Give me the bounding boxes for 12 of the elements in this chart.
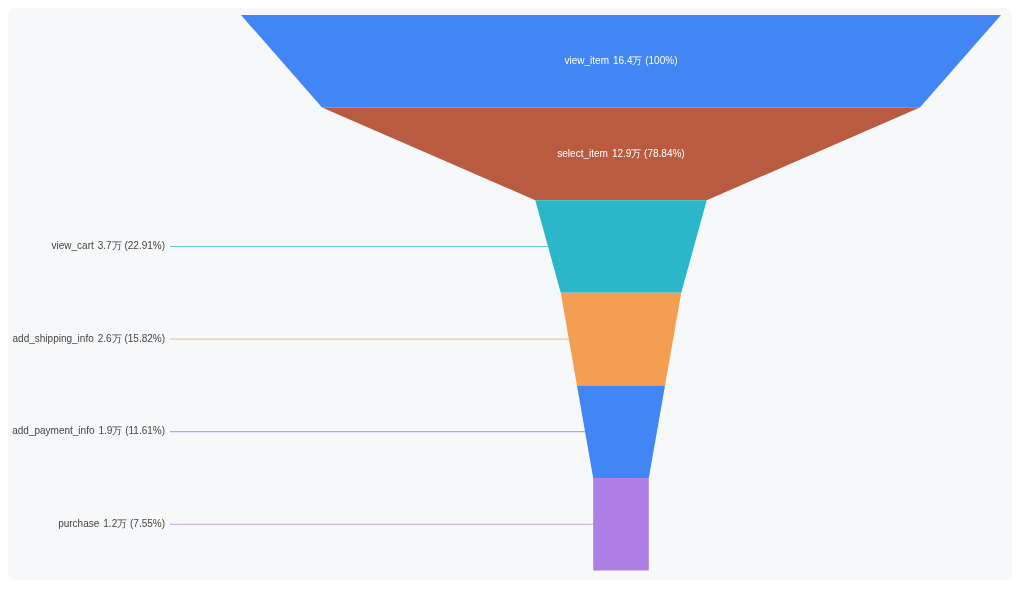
data-label: 1.9万 (11.61%) (98, 425, 165, 437)
data-label: 1.2万 (7.55%) (103, 518, 166, 530)
data-label: 12.9万 (78.84%) (611, 147, 685, 159)
data-label: 3.7万 (22.91%) (97, 240, 166, 252)
data-label: 2.6万 (15.82%) (97, 332, 166, 344)
category-label: add_payment_info (12, 425, 95, 437)
category-label: view_cart (51, 240, 94, 252)
category-label: add_shipping_info (12, 332, 95, 344)
category-label: select_item (557, 147, 608, 159)
data-label: 16.4万 (100%) (612, 55, 678, 67)
category-label: purchase (58, 518, 100, 530)
category-label: view_item (564, 55, 609, 67)
